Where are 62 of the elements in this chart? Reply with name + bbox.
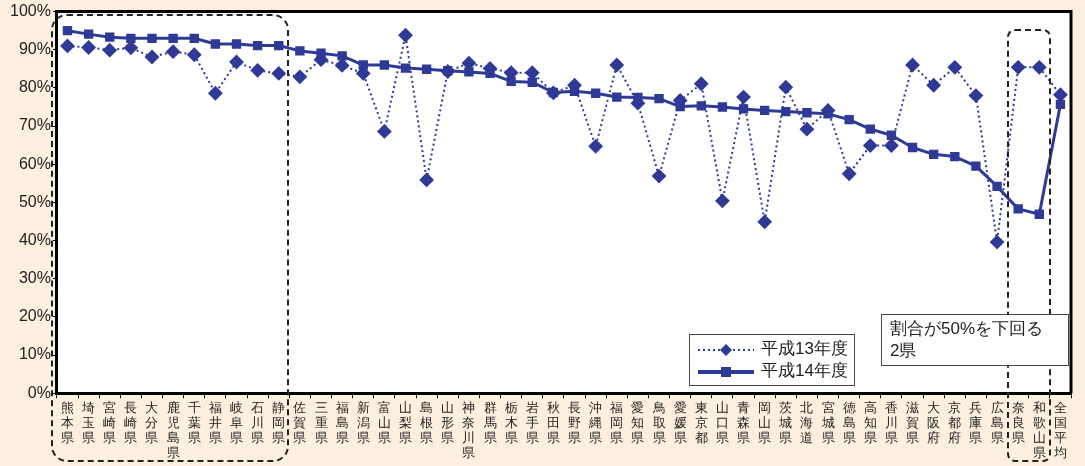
x-tick-label: 京都府 bbox=[948, 400, 962, 446]
x-tick-label: 群馬県 bbox=[482, 400, 497, 446]
y-tick-label: 90% bbox=[18, 40, 51, 58]
x-tick-label: 静岡県 bbox=[272, 400, 286, 446]
legend-label: 平成13年度 bbox=[761, 339, 848, 358]
x-tick-label: 島根県 bbox=[420, 400, 434, 446]
x-tick-label: 香川県 bbox=[884, 400, 898, 446]
y-tick-label: 0% bbox=[27, 383, 51, 401]
x-tick-label: 愛知県 bbox=[631, 400, 645, 446]
x-tick-label: 岩手県 bbox=[525, 400, 539, 446]
legend-label: 平成14年度 bbox=[761, 361, 848, 380]
x-tick-label: 東京都 bbox=[694, 400, 708, 446]
y-tick-label: 80% bbox=[18, 78, 51, 96]
x-tick-label: 長崎県 bbox=[124, 400, 138, 446]
x-tick-label: 神奈川県 bbox=[462, 400, 476, 461]
x-tick-label: 石川県 bbox=[251, 400, 265, 446]
y-tick-label: 10% bbox=[18, 345, 51, 363]
x-tick-label: 広島県 bbox=[990, 400, 1004, 446]
x-tick-label: 千葉県 bbox=[187, 400, 201, 446]
y-tick-label: 20% bbox=[18, 307, 51, 325]
x-tick-label: 宮城県 bbox=[820, 400, 835, 446]
x-tick-label: 岐阜県 bbox=[230, 400, 243, 446]
x-tick-label: 北海道 bbox=[800, 400, 814, 446]
y-tick-label: 60% bbox=[18, 154, 51, 172]
x-tick-label: 青森県 bbox=[737, 400, 751, 446]
x-tick-label: 新潟県 bbox=[356, 400, 370, 446]
x-tick-label: 福井県 bbox=[208, 400, 222, 446]
x-tick-label: 宮崎県 bbox=[103, 400, 117, 446]
x-tick-label: 全国平均 bbox=[1052, 400, 1067, 461]
x-tick-label: 福岡県 bbox=[610, 400, 624, 446]
x-tick-label: 岡山県 bbox=[758, 400, 772, 446]
y-tick-label: 50% bbox=[18, 192, 51, 210]
x-tick-label: 埼玉県 bbox=[81, 400, 96, 446]
x-tick-label: 沖縄県 bbox=[588, 400, 603, 446]
x-tick-label: 高知県 bbox=[863, 400, 877, 446]
annotation: 割合が50%を下回る 2県 bbox=[881, 314, 1069, 366]
x-tick-label: 山形県 bbox=[441, 400, 455, 446]
x-tick-label: 徳島県 bbox=[842, 400, 856, 446]
x-tick-label: 山口県 bbox=[715, 400, 729, 446]
x-tick-label: 兵庫県 bbox=[969, 400, 983, 446]
x-tick-label: 佐賀県 bbox=[293, 400, 307, 446]
x-tick-label: 山梨県 bbox=[399, 400, 413, 446]
x-tick-label: 和歌山県 bbox=[1032, 400, 1046, 461]
y-tick-label: 30% bbox=[18, 269, 51, 287]
x-tick-label: 奈良県 bbox=[1011, 400, 1025, 446]
x-tick-label: 滋賀県 bbox=[906, 400, 920, 446]
x-tick-label: 富山県 bbox=[377, 400, 391, 446]
x-tick-label: 栃木県 bbox=[504, 400, 518, 446]
x-tick-label: 大分県 bbox=[145, 400, 159, 446]
x-tick-label: 愛媛県 bbox=[673, 400, 687, 446]
x-tick-label: 長野県 bbox=[568, 400, 582, 446]
y-tick-label: 100% bbox=[10, 2, 51, 20]
x-tick-label: 鳥取県 bbox=[651, 400, 666, 446]
x-tick-label: 茨城県 bbox=[778, 400, 793, 446]
y-tick-label: 40% bbox=[18, 230, 51, 248]
y-tick-label: 70% bbox=[18, 116, 51, 134]
x-tick-label: 大阪府 bbox=[927, 400, 941, 446]
x-tick-label: 福島県 bbox=[335, 400, 349, 446]
x-tick-label: 鹿児島県 bbox=[166, 400, 180, 461]
x-tick-label: 三重県 bbox=[314, 400, 328, 446]
x-tick-label: 秋田県 bbox=[546, 400, 560, 446]
x-tick-label: 熊本県 bbox=[60, 400, 74, 446]
